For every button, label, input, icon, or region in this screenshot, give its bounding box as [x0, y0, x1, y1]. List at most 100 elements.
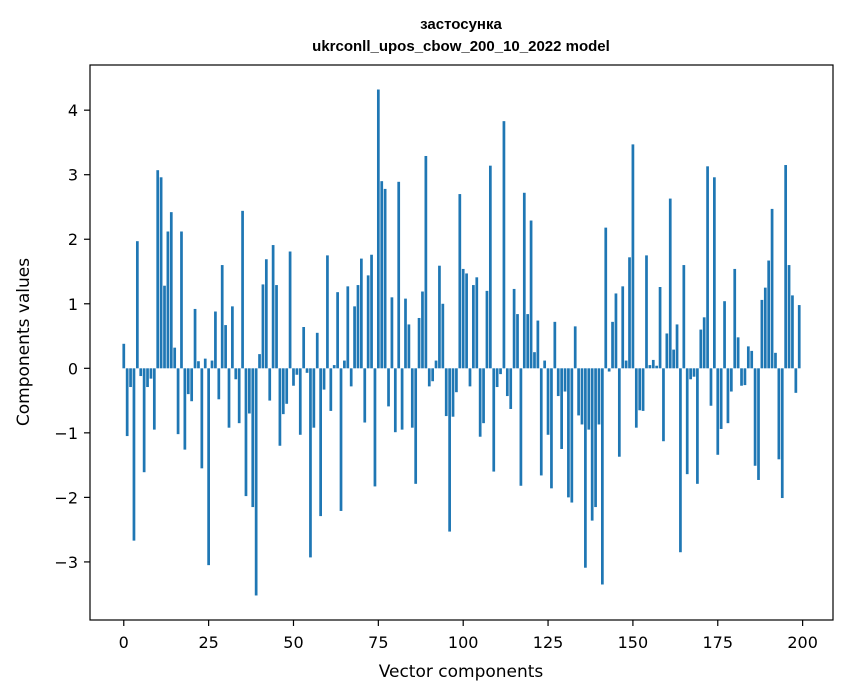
bar-165 — [682, 265, 686, 369]
bar-126 — [550, 368, 553, 489]
bar-77 — [383, 188, 387, 369]
bar-78 — [387, 368, 390, 407]
bar-11 — [159, 177, 163, 369]
bar-141 — [601, 368, 604, 585]
bar-171 — [702, 317, 706, 369]
bar-38 — [251, 368, 255, 508]
x-tick-label: 75 — [368, 633, 388, 652]
bar-21 — [193, 308, 197, 369]
bar-146 — [617, 368, 621, 457]
bar-62 — [332, 365, 336, 369]
bar-71 — [363, 368, 367, 423]
bar-32 — [231, 306, 234, 369]
bar-98 — [455, 368, 458, 393]
bar-184 — [746, 346, 750, 369]
bar-20 — [190, 368, 194, 402]
bar-175 — [716, 368, 720, 455]
bar-33 — [234, 368, 238, 380]
bar-99 — [458, 194, 462, 369]
bar-117 — [519, 368, 523, 486]
bar-19 — [186, 368, 190, 395]
x-tick-label: 100 — [448, 633, 479, 652]
bar-27 — [214, 311, 217, 369]
y-tick-label: −2 — [54, 488, 78, 507]
bar-9 — [152, 368, 156, 430]
y-tick-label: −1 — [54, 424, 78, 443]
bar-174 — [713, 177, 716, 369]
bar-3 — [132, 368, 136, 541]
bar-120 — [529, 220, 533, 369]
bar-180 — [733, 268, 737, 369]
bar-74 — [373, 368, 377, 487]
bar-51 — [295, 368, 299, 375]
bar-154 — [645, 255, 648, 369]
bar-137 — [587, 368, 591, 430]
x-tick-label: 50 — [283, 633, 303, 652]
bar-85 — [410, 368, 414, 428]
bar-47 — [281, 368, 285, 415]
bar-109 — [492, 368, 496, 472]
bar-12 — [163, 285, 166, 369]
bar-196 — [787, 265, 791, 369]
x-axis-ticks: 0 25 50 75 100 125 150 175 200 — [119, 620, 818, 652]
chart-title-line2: ukrconll_upos_cbow_200_10_2022 model — [312, 38, 610, 55]
bar-14 — [169, 212, 173, 369]
bar-118 — [522, 192, 526, 369]
plot-frame — [89, 64, 834, 621]
bar-115 — [512, 288, 516, 369]
bar-172 — [706, 166, 709, 369]
x-tick-label: 125 — [533, 633, 564, 652]
bar-110 — [495, 368, 499, 388]
bar-134 — [577, 368, 580, 416]
bar-45 — [275, 285, 278, 369]
bar-111 — [499, 368, 502, 375]
bar-139 — [594, 368, 597, 508]
bar-130 — [563, 368, 567, 392]
bar-198 — [794, 368, 798, 393]
bar-157 — [655, 365, 659, 369]
bar-73 — [370, 254, 373, 369]
bar-190 — [767, 260, 771, 369]
bar-79 — [390, 297, 394, 369]
bar-36 — [244, 368, 248, 497]
x-tick-label: 175 — [702, 633, 733, 652]
bar-67 — [349, 368, 353, 387]
bar-83 — [404, 298, 407, 369]
bar-176 — [719, 368, 723, 429]
bar-155 — [648, 365, 652, 369]
bar-55 — [309, 368, 312, 558]
bar-90 — [427, 368, 431, 387]
bar-153 — [641, 368, 645, 411]
bar-136 — [584, 368, 587, 568]
bar-94 — [441, 303, 445, 369]
bar-39 — [254, 368, 258, 596]
bar-194 — [780, 368, 784, 499]
bar-104 — [475, 277, 479, 369]
bar-127 — [553, 321, 557, 369]
y-tick-label: 3 — [68, 166, 78, 185]
bar-91 — [431, 368, 435, 382]
bar-53 — [302, 327, 306, 369]
bar-42 — [264, 259, 268, 369]
bar-107 — [485, 290, 489, 369]
bar-88 — [421, 291, 424, 369]
bar-114 — [509, 368, 513, 409]
x-axis-label: Vector components — [379, 662, 544, 682]
bar-188 — [760, 299, 764, 369]
bar-60 — [326, 255, 329, 369]
bar-8 — [149, 368, 153, 379]
bar-31 — [227, 368, 231, 428]
bar-124 — [543, 360, 547, 369]
bar-148 — [624, 360, 628, 369]
bar-15 — [173, 347, 177, 369]
y-tick-label: 1 — [68, 295, 78, 314]
bar-135 — [580, 368, 584, 425]
bar-132 — [570, 368, 574, 503]
bar-66 — [346, 286, 350, 369]
bar-143 — [607, 368, 611, 372]
bar-185 — [750, 350, 754, 369]
bar-34 — [237, 368, 241, 424]
bar-103 — [472, 285, 475, 369]
bar-125 — [546, 368, 550, 435]
bar-87 — [417, 317, 421, 369]
